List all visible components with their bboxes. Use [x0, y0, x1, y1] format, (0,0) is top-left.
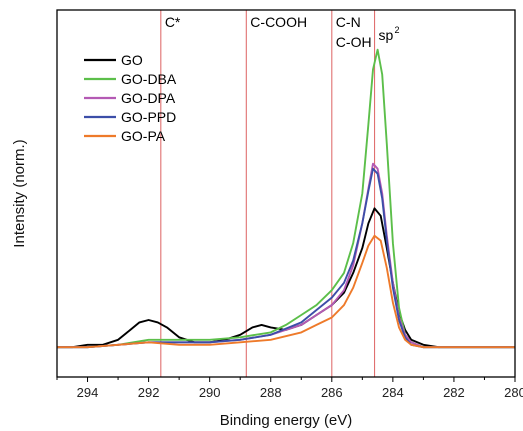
x-axis-title: Binding energy (eV): [220, 412, 353, 429]
series-line-go: [57, 207, 515, 349]
annotation-label: sp: [379, 27, 394, 43]
annotation-superscript: 2: [395, 25, 400, 35]
series-line-go-ppd: [57, 167, 515, 349]
series-line-go-pa: [57, 234, 515, 349]
annotation-label: C-N: [336, 14, 361, 30]
series-lines: [57, 48, 515, 349]
x-tick-label: 292: [138, 385, 160, 400]
plot-frame: [56, 9, 516, 378]
series-line-go-dpa: [57, 162, 515, 349]
x-tick-label: 288: [260, 385, 282, 400]
reference-lines: [160, 10, 376, 377]
legend-label: GO-PPD: [121, 109, 176, 125]
legend: GO GO-DBA GO-DPA GO-PPD GO-PA: [84, 52, 177, 144]
legend-label: GO: [121, 52, 143, 68]
x-tick-label: 294: [77, 385, 99, 400]
annotation-label: C-COOH: [250, 14, 307, 30]
x-tick-label: 284: [382, 385, 404, 400]
legend-label: GO-DPA: [121, 90, 176, 106]
x-tick-label: 280: [504, 385, 523, 400]
y-axis-title: Intensity (norm.): [11, 139, 28, 247]
annotation-label: C*: [165, 14, 181, 30]
legend-label: GO-DBA: [121, 71, 177, 87]
legend-label: GO-PA: [121, 128, 166, 144]
x-tick-label: 290: [199, 385, 221, 400]
x-tick-label: 282: [443, 385, 465, 400]
x-tick-label: 286: [321, 385, 343, 400]
x-axis-ticks: 294 292 290 288 286 284 282 280: [56, 377, 523, 400]
reference-line-labels: C* C-COOH C-N C-OH sp 2: [165, 14, 400, 50]
annotation-label: C-OH: [336, 34, 372, 50]
